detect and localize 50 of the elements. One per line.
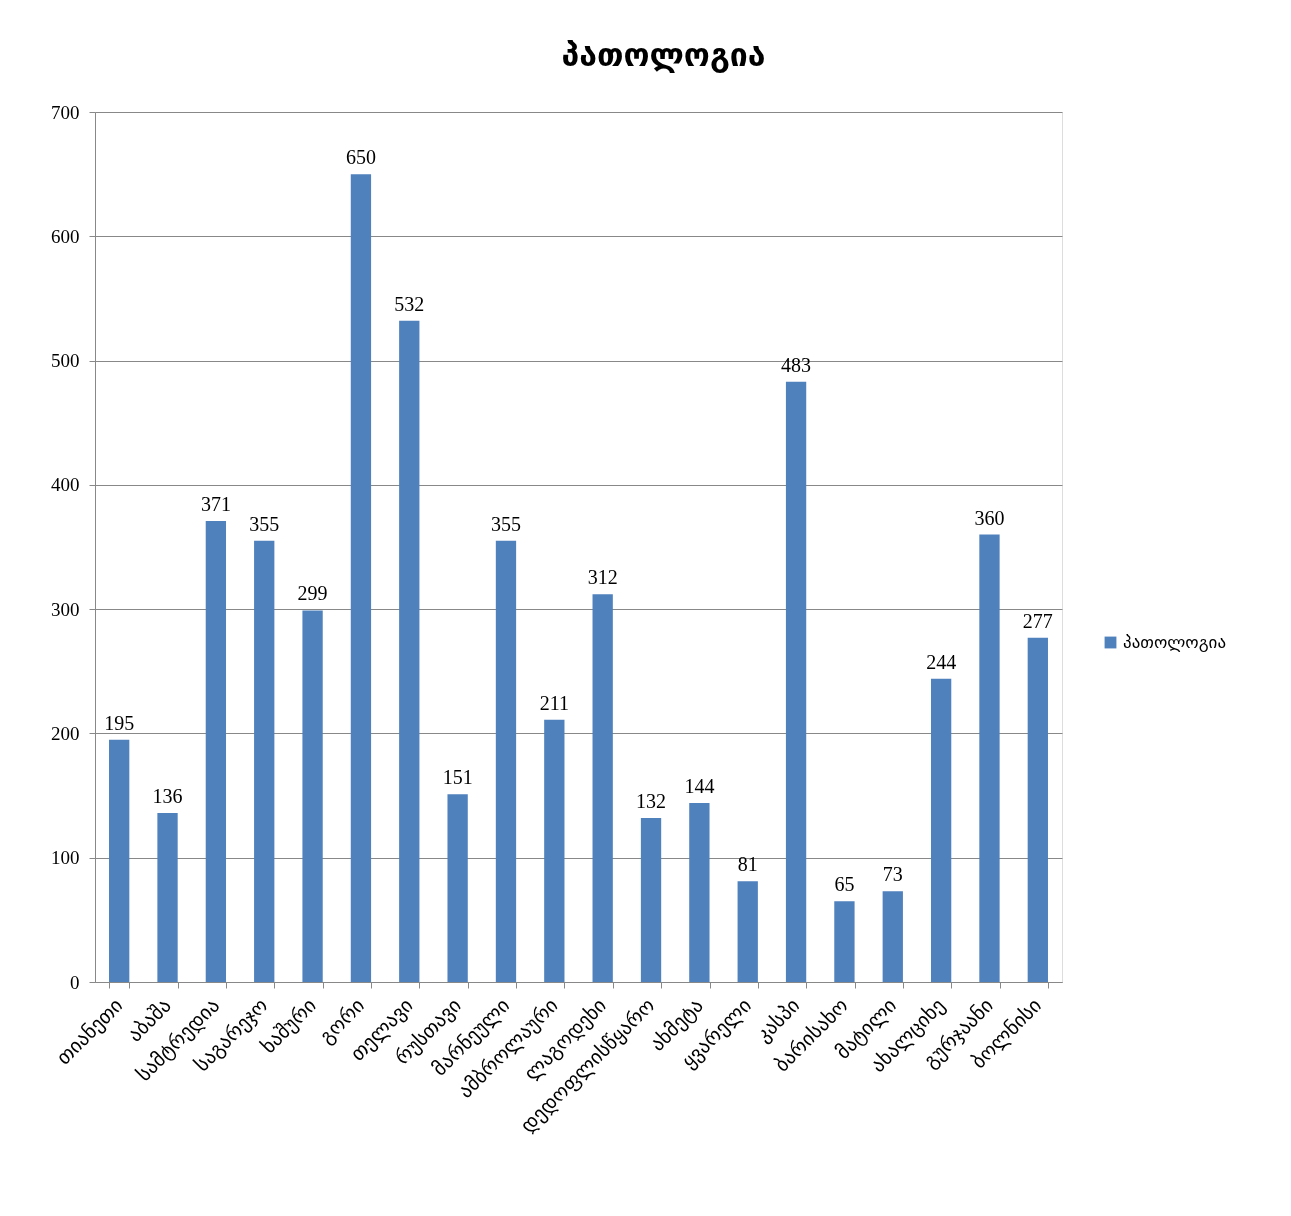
bar bbox=[1027, 637, 1048, 982]
bar bbox=[979, 534, 1000, 982]
data-label: 312 bbox=[587, 566, 618, 589]
bar bbox=[689, 803, 710, 982]
data-label: 355 bbox=[249, 512, 280, 535]
y-tick-label: 700 bbox=[51, 101, 80, 123]
bar bbox=[737, 881, 758, 982]
data-label: 277 bbox=[1022, 609, 1053, 632]
bar bbox=[447, 794, 468, 982]
y-tick-label: 400 bbox=[51, 474, 80, 496]
data-label: 371 bbox=[200, 492, 231, 515]
data-label: 244 bbox=[926, 650, 957, 673]
bar bbox=[495, 540, 517, 982]
bar bbox=[592, 594, 613, 982]
data-label: 136 bbox=[152, 784, 183, 807]
data-label: 483 bbox=[781, 353, 812, 376]
bar bbox=[882, 891, 903, 982]
bar bbox=[205, 520, 227, 982]
y-tick-label: 200 bbox=[51, 722, 80, 744]
data-label: 299 bbox=[297, 582, 328, 605]
data-label: 532 bbox=[394, 292, 425, 315]
bar bbox=[399, 320, 420, 982]
legend-label: პათოლოგია bbox=[1123, 631, 1227, 652]
data-label: 195 bbox=[104, 711, 135, 734]
bar bbox=[785, 381, 807, 982]
y-tick-label: 100 bbox=[51, 847, 80, 869]
data-label: 81 bbox=[737, 853, 758, 876]
data-label: 65 bbox=[834, 873, 855, 896]
bar bbox=[109, 739, 130, 982]
bar bbox=[544, 719, 565, 982]
data-label: 144 bbox=[684, 775, 715, 798]
data-label: 355 bbox=[490, 512, 521, 535]
chart-title: პათოლოგია bbox=[561, 36, 766, 74]
data-label: 132 bbox=[636, 789, 667, 812]
bar bbox=[254, 540, 275, 982]
data-label: 73 bbox=[882, 863, 903, 886]
y-tick-label: 500 bbox=[51, 350, 80, 372]
data-label: 151 bbox=[442, 766, 473, 789]
bar bbox=[640, 817, 662, 982]
data-label: 650 bbox=[345, 146, 376, 169]
bar bbox=[350, 174, 372, 982]
data-label: 211 bbox=[539, 691, 569, 714]
bar bbox=[157, 812, 178, 982]
data-label: 360 bbox=[974, 506, 1005, 529]
bar bbox=[302, 610, 323, 982]
bar bbox=[930, 678, 952, 982]
y-tick-label: 300 bbox=[51, 598, 80, 620]
y-tick-label: 600 bbox=[51, 225, 80, 247]
y-tick-label: 0 bbox=[70, 971, 80, 993]
bar bbox=[834, 901, 855, 982]
